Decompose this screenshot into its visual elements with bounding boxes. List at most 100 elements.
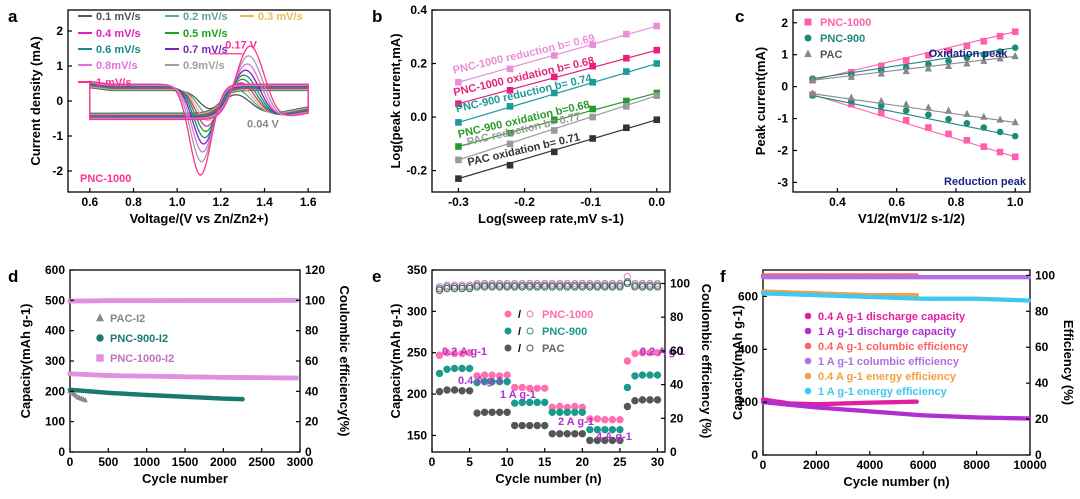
panel-a-legend-label: 0.1 mV/s: [96, 11, 141, 23]
panel-e-capacity-point: [473, 378, 481, 387]
panel-f-y2-tick-label: 0: [1035, 448, 1042, 462]
panel-a-x-tick-label: 1.6: [300, 195, 317, 209]
panel-f-x-tick-label: 4000: [856, 458, 883, 472]
panel-c-data-point: [945, 115, 952, 123]
panel-e-y-tick-label: 150: [407, 428, 427, 442]
panel-e-rate-label: 4 A g-1: [596, 431, 632, 443]
panel-e-efficiency-point: [480, 283, 489, 291]
panel-e-legend-filled-marker: [504, 344, 512, 352]
panel-e-capacity-point: [518, 383, 526, 392]
panel-e-capacity-point: [526, 384, 534, 392]
panel-d-x-tick-label: 0: [67, 455, 74, 469]
panel-e-capacity-point: [586, 425, 594, 434]
panel-f-y2-axis-label: Efficiency (%): [1061, 320, 1076, 405]
panel-f-data-point: [914, 399, 919, 404]
panel-a-legend-label: 0.9mV/s: [183, 60, 225, 72]
panel-c-data-point: [963, 42, 971, 50]
panel-e-efficiency-point: [503, 283, 511, 291]
panel-c-x-axis-label: V1/2(mV1/2 s-1/2): [858, 211, 965, 226]
panel-e-x-tick-label: 10: [500, 455, 514, 469]
panel-c-data-point: [996, 32, 1004, 40]
panel-e-efficiency-point: [571, 283, 579, 291]
panel-f-y-tick-label: 600: [738, 289, 758, 303]
panel-e-x-tick-label: 0: [429, 455, 436, 469]
panel-e-legend-open-marker: [526, 344, 534, 352]
panel-e-rate-label: 2 A g-1: [558, 416, 594, 428]
panel-f-legend-label: 0.4 A g-1 energy efficiency: [818, 371, 957, 383]
panel-e-capacity-point: [608, 425, 617, 434]
panel-e-legend-label: PNC-900: [542, 326, 587, 338]
panel-e-capacity-point: [518, 398, 526, 407]
panel-d-x-tick-label: 2500: [248, 455, 275, 469]
panel-b-data-point: [455, 143, 462, 150]
panel-e-capacity-point: [593, 425, 602, 434]
panel-c-legend-label: PAC: [820, 49, 842, 61]
panel-e-capacity-point: [495, 408, 504, 416]
panel-e-capacity-point: [541, 398, 549, 407]
panel-c-x-tick-label: 0.4: [829, 195, 846, 209]
panel-d-y-tick-label: 200: [45, 384, 65, 398]
panel-a-legend-label: 0.4 mV/s: [96, 28, 141, 40]
panel-a-y-axis-label: Current density (mA): [28, 36, 43, 165]
panel-d-x-tick-label: 1000: [133, 455, 160, 469]
panel-e-y-tick-label: 350: [407, 263, 427, 277]
panel-b-data-point: [623, 30, 630, 38]
panel-a: a 0.6 0.8 1.0 1.2 1.4 1.6 -2 -1 0 1 2 Voltage/(V vs …: [8, 7, 331, 226]
panel-c-data-point: [944, 106, 953, 114]
panel-a-legend-label: 1 mV/s: [96, 77, 131, 89]
panel-c-data-point: [963, 109, 971, 117]
panel-e-capacity-point: [450, 386, 459, 394]
panel-c-data-point: [877, 69, 885, 77]
panel-e-legend-open-marker: [526, 327, 534, 335]
panel-e-y-tick-label: 200: [407, 387, 427, 401]
panel-e-capacity-point: [541, 421, 549, 430]
panel-c-data-point: [996, 148, 1004, 156]
panel-c-data-point: [980, 112, 988, 120]
panel-f-y-axis-label: Capacity(mAh g-1): [730, 305, 745, 420]
panel-c-y-tick-label: 1: [781, 48, 788, 62]
panel-b-data-point: [455, 78, 462, 86]
panel-a-x-tick-label: 1.0: [169, 195, 186, 209]
panel-f-data-point: [1026, 274, 1032, 280]
panel-f-legend-label: 0.4 A g-1 discharge capacity: [818, 311, 966, 323]
panel-b-data-point: [653, 22, 661, 30]
panel-c-y-tick-label: -2: [777, 143, 788, 157]
panel-f-legend-label: 1 A g-1 discharge capacity: [818, 326, 957, 338]
panel-c-data-point: [808, 89, 817, 97]
panel-b-data-point: [551, 73, 558, 81]
panel-c-data-point: [980, 124, 988, 131]
panel-e-capacity-point: [548, 430, 556, 438]
panel-e-capacity-point: [473, 409, 481, 417]
panel-e-efficiency-point: [548, 283, 556, 291]
panel-e-capacity-point: [653, 396, 662, 404]
panel-b-data-point: [455, 100, 462, 107]
panel-c-data-point: [1011, 153, 1019, 161]
panel-c-legend-marker: [804, 18, 812, 26]
panel-c-data-point: [996, 115, 1004, 123]
panel-f-data-point: [1026, 298, 1032, 303]
panel-c-data-point: [1011, 117, 1019, 126]
panel-a-y-tick-label: -1: [52, 129, 63, 143]
panel-e-capacity-point: [488, 377, 496, 386]
panel-b-data-point: [653, 116, 661, 124]
panel-e-capacity-point: [443, 386, 451, 394]
panel-b-data-point: [589, 113, 596, 121]
panel-e-rate-label: 0.2 A g-1: [640, 346, 685, 358]
panel-c-data-point: [1011, 132, 1019, 140]
panel-e-capacity-point: [631, 349, 639, 358]
panel-a-legend-label: 0.2 mV/s: [183, 11, 228, 23]
panel-c-y-tick-label: 0: [781, 80, 788, 94]
panel-f-x-tick-label: 6000: [910, 458, 937, 472]
panel-d-y-tick-label: 0: [58, 445, 65, 459]
panel-e-legend-separator: /: [518, 309, 521, 321]
panel-b-data-point: [653, 60, 661, 67]
panel-a-x-tick-label: 1.2: [212, 195, 229, 209]
panel-d-y2-axis-label: Coulombic efficiency(%): [337, 286, 352, 437]
panel-c-data-point: [902, 116, 910, 124]
panel-f-legend-marker: [804, 312, 812, 320]
panel-b-data-point: [506, 86, 514, 94]
panel-b-data-point: [589, 78, 596, 86]
panel-c-data-point: [1011, 51, 1019, 60]
panel-a-x-tick-label: 1.4: [256, 195, 273, 209]
panel-e-x-tick-label: 20: [576, 455, 590, 469]
